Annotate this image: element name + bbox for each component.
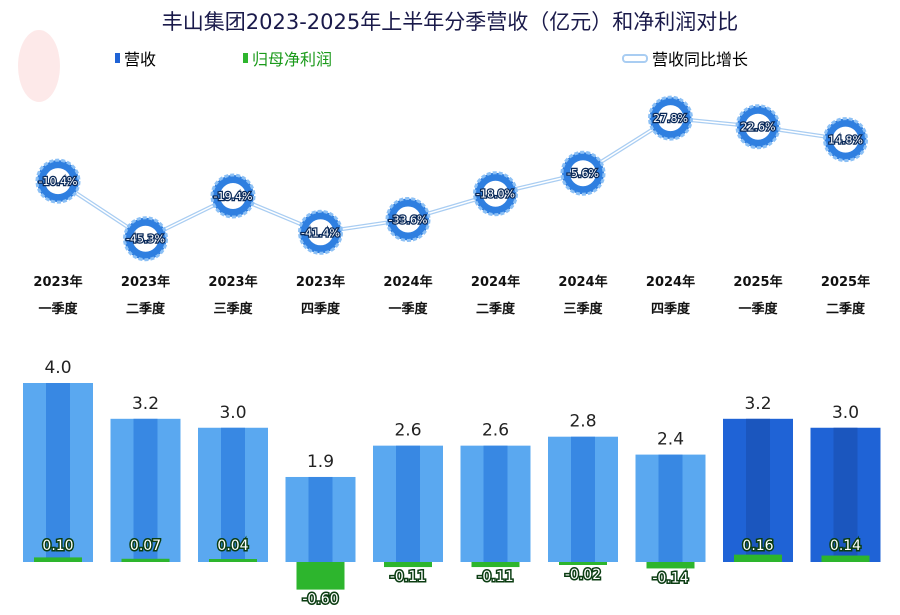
revenue-bar-core (46, 383, 70, 562)
chart-title: 丰山集团2023-2025年上半年分季营收（亿元）和净利润对比 (161, 10, 739, 34)
x-tick-quarter: 四季度 (301, 301, 341, 317)
revenue-label: 3.2 (132, 394, 159, 414)
growth-marker-center (220, 183, 246, 210)
growth-label: -19.4% (214, 190, 253, 203)
revenue-label: 3.2 (744, 394, 771, 414)
revenue-bar-core (396, 445, 420, 562)
profit-bar (821, 555, 870, 562)
growth-label: -10.4% (39, 175, 78, 188)
x-tick-quarter: 一季度 (38, 301, 78, 317)
profit-label: 0.14 (830, 538, 861, 554)
x-tick-quarter: 三季度 (563, 301, 603, 317)
x-tick-year: 2024年 (471, 274, 520, 290)
profit-bar (471, 562, 520, 568)
revenue-bar-core (483, 445, 508, 562)
x-tick-quarter: 一季度 (388, 301, 428, 317)
profit-bar (384, 562, 432, 568)
growth-label: -41.4% (301, 226, 340, 239)
growth-marker-center (832, 126, 859, 153)
revenue-bar-core (221, 427, 245, 562)
profit-label: 0.04 (217, 538, 248, 554)
profit-bar (559, 562, 607, 565)
growth-label: -5.6% (567, 167, 599, 180)
profit-bar (121, 558, 170, 562)
profit-bar (296, 562, 345, 590)
x-tick-quarter: 四季度 (651, 301, 691, 317)
growth-line (56, 116, 846, 242)
growth-label: 14.8% (828, 134, 863, 147)
legend-revenue-swatch (115, 53, 120, 63)
revenue-label: 3.0 (832, 403, 859, 423)
x-tick-quarter: 一季度 (738, 301, 778, 317)
legend-growth-swatch (622, 53, 648, 63)
growth-label: -18.0% (476, 188, 515, 201)
revenue-bar-core (133, 418, 158, 562)
profit-label: 0.10 (42, 538, 73, 554)
growth-marker-center (745, 113, 771, 140)
x-tick-year: 2024年 (383, 274, 432, 290)
legend-revenue-label: 营收 (124, 50, 157, 69)
growth-marker-center (570, 160, 596, 187)
legend-profit: 归母净利润 (243, 46, 332, 70)
legend-profit-label: 归母净利润 (252, 50, 333, 69)
growth-marker-center (657, 105, 684, 132)
profit-label: -0.60 (302, 592, 338, 608)
revenue-bar-core (658, 454, 683, 562)
x-tick-quarter: 二季度 (476, 301, 516, 317)
x-tick-year: 2025年 (733, 274, 782, 290)
growth-marker-center (45, 168, 71, 195)
revenue-label: 3.0 (219, 403, 246, 423)
profit-bar (646, 562, 695, 569)
growth-marker-center (482, 180, 509, 207)
x-tick-year: 2025年 (821, 274, 870, 290)
x-tick-year: 2023年 (296, 274, 345, 290)
growth-line-inner (57, 117, 846, 240)
profit-label: -0.11 (390, 569, 426, 585)
profit-bar (209, 559, 257, 562)
growth-label: 22.6% (741, 121, 776, 134)
x-tick-year: 2024年 (646, 274, 695, 290)
profit-label: 0.16 (742, 538, 773, 554)
profit-label: 0.07 (130, 538, 161, 554)
revenue-label: 1.9 (307, 452, 334, 472)
x-tick-quarter: 二季度 (826, 301, 866, 317)
revenue-bar-core (308, 476, 333, 562)
x-tick-year: 2023年 (208, 274, 257, 290)
profit-label: -0.02 (565, 567, 601, 583)
growth-label: -33.6% (389, 213, 428, 226)
growth-marker-center (132, 225, 159, 252)
profit-label: -0.14 (652, 570, 688, 586)
legend-growth: 营收同比增长 (622, 46, 748, 70)
revenue-label: 2.8 (569, 412, 596, 432)
growth-marker-center (395, 206, 421, 233)
growth-label: -45.3% (126, 233, 165, 246)
revenue-bar-core (746, 418, 770, 562)
logo-watermark (18, 30, 60, 102)
x-tick-year: 2023年 (121, 274, 170, 290)
legend-growth-label: 营收同比增长 (652, 50, 749, 69)
growth-marker-center (307, 219, 334, 246)
legend-profit-swatch (243, 53, 248, 63)
revenue-label: 2.6 (482, 421, 509, 441)
x-tick-quarter: 二季度 (126, 301, 166, 317)
profit-bar (34, 557, 82, 562)
profit-label: -0.11 (477, 569, 513, 585)
revenue-label: 2.4 (657, 430, 684, 450)
x-tick-year: 2023年 (33, 274, 82, 290)
x-tick-year: 2024年 (558, 274, 607, 290)
revenue-bar-core (833, 427, 858, 562)
profit-bar (734, 554, 782, 562)
revenue-label: 2.6 (394, 421, 421, 441)
revenue-bar-core (571, 436, 595, 562)
growth-label: 27.8% (653, 112, 688, 125)
x-tick-quarter: 三季度 (213, 301, 253, 317)
legend-revenue: 营收 (115, 46, 156, 70)
revenue-label: 4.0 (44, 358, 71, 378)
